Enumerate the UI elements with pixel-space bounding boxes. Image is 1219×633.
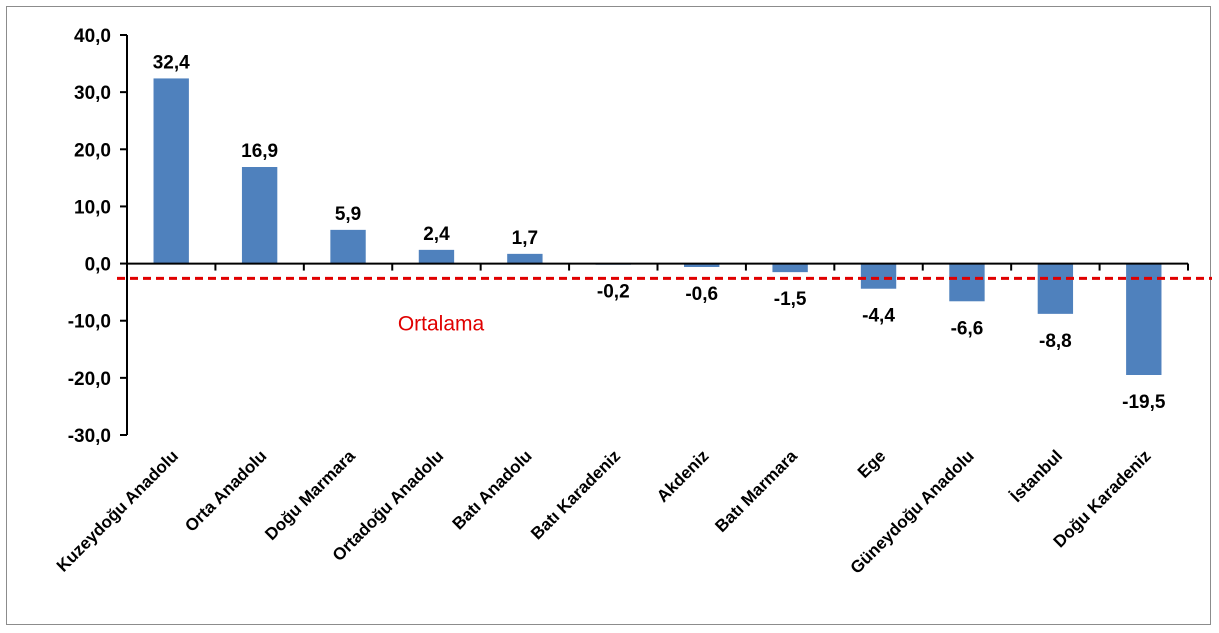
y-tick-label: 30,0 <box>74 83 111 104</box>
bar <box>949 263 985 302</box>
bar <box>1126 263 1162 375</box>
average-line-label: Ortalama <box>398 312 485 335</box>
data-label: 5,9 <box>335 204 361 225</box>
data-label: -0,2 <box>597 282 630 303</box>
y-tick-label: 20,0 <box>74 140 111 161</box>
x-category-label: Orta Anadolu <box>181 446 270 535</box>
chart-frame <box>6 6 1211 625</box>
data-label: -0,6 <box>685 284 718 305</box>
data-label: -6,6 <box>951 318 984 339</box>
x-category-label: Doğu Marmara <box>261 446 359 544</box>
bar <box>241 167 278 264</box>
bar <box>1037 263 1074 314</box>
x-category-label: Batı Anadolu <box>449 446 536 533</box>
axes-group <box>120 34 1189 436</box>
x-category-label: Batı Karadeniz <box>527 446 624 543</box>
data-labels: 32,4 16,9 5,9 2,4 1,7 -0,2 -0,6 -1,5 -4,4 -6,6 -8,… <box>153 52 1166 413</box>
bar <box>684 263 720 267</box>
data-label: 32,4 <box>153 52 190 73</box>
y-tick-labels: 40,0 30,0 20,0 10,0 0,0 -10,0 -20,0 -30,0 <box>68 26 111 447</box>
y-tick-label: -20,0 <box>68 369 111 390</box>
x-category-label: Batı Marmara <box>711 446 801 536</box>
x-category-label: Akdeniz <box>653 446 713 506</box>
y-tick-label: -30,0 <box>68 426 111 447</box>
x-category-label: Doğu Karadeniz <box>1050 446 1155 551</box>
bar <box>330 229 366 264</box>
bar <box>153 78 189 264</box>
y-tick-label: -10,0 <box>68 312 111 333</box>
data-label: -1,5 <box>774 289 807 310</box>
y-tick-label: 40,0 <box>74 26 111 47</box>
bar <box>507 253 543 264</box>
x-category-label: Kuzeydoğu Anadolu <box>53 446 182 575</box>
x-category-label: İstanbul <box>1007 446 1067 506</box>
bar <box>860 263 897 289</box>
y-tick-label: 10,0 <box>74 197 111 218</box>
data-label: -19,5 <box>1122 392 1166 413</box>
y-tick-label: 0,0 <box>85 255 111 276</box>
data-label: -8,8 <box>1039 331 1072 352</box>
bar <box>418 249 455 264</box>
bar <box>772 263 808 273</box>
data-label: -4,4 <box>862 306 895 327</box>
data-label: 16,9 <box>241 141 278 162</box>
data-label: 1,7 <box>512 228 538 249</box>
bars-group <box>153 78 1162 375</box>
x-category-label: Ege <box>854 446 889 481</box>
data-label: 2,4 <box>423 224 450 245</box>
